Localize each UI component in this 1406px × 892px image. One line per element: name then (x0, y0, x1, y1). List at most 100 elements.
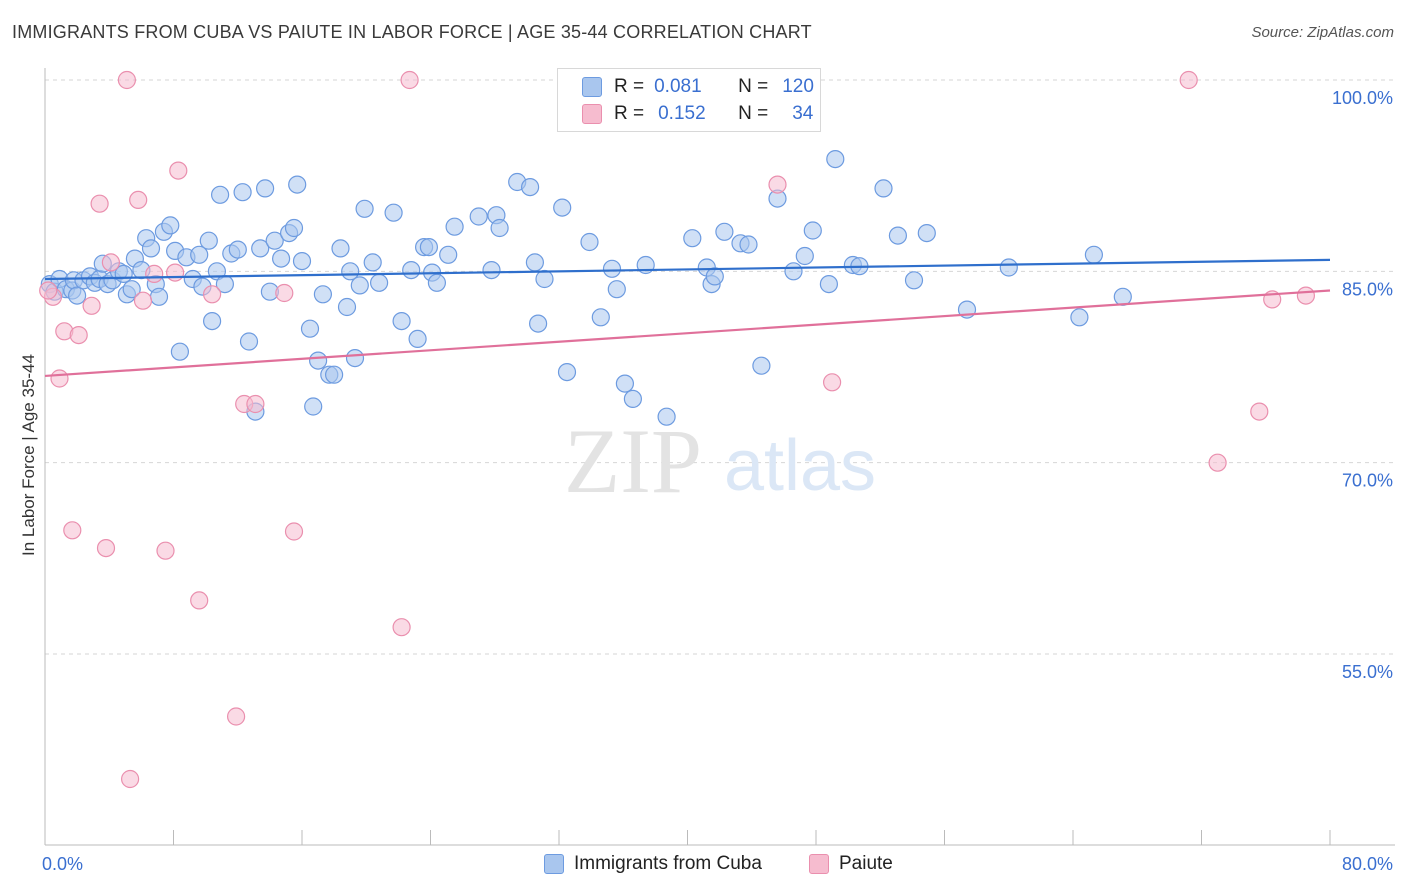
chart-source: Source: ZipAtlas.com (1251, 24, 1394, 41)
data-point-paiute (1250, 402, 1269, 421)
x-tick-label: 80.0% (1342, 854, 1393, 874)
data-point-cuba (355, 199, 374, 218)
data-point-cuba (715, 222, 734, 241)
data-point-cuba (888, 226, 908, 245)
data-point-cuba (67, 286, 87, 305)
data-point-cuba (284, 218, 304, 238)
data-point-paiute (822, 373, 842, 392)
data-point-cuba (337, 297, 357, 317)
data-point-paiute (1296, 286, 1316, 305)
data-point-cuba (1070, 308, 1089, 327)
data-point-cuba (350, 276, 369, 295)
data-point-paiute (169, 161, 188, 180)
data-point-cuba (602, 259, 622, 278)
bottom-legend-swatch-cuba (544, 854, 564, 874)
data-point-paiute (227, 707, 246, 726)
data-point-paiute (117, 70, 137, 90)
data-point-cuba (345, 349, 365, 368)
data-point-cuba (607, 280, 626, 299)
data-point-cuba (122, 280, 141, 299)
data-point-cuba (520, 178, 540, 197)
data-point-paiute (203, 285, 222, 304)
data-point-cuba (161, 216, 180, 235)
data-point-paiute (246, 394, 265, 414)
y-tick-label: 85.0% (1342, 279, 1393, 299)
legend-swatch-cuba (582, 77, 602, 97)
legend-r-label: R = (614, 103, 645, 124)
data-point-cuba (739, 235, 758, 254)
data-point-paiute (768, 175, 787, 194)
data-point-cuba (427, 273, 446, 292)
data-point-cuba (482, 261, 501, 280)
data-point-cuba (370, 273, 389, 292)
data-point-cuba (469, 207, 488, 226)
data-point-cuba (1084, 245, 1104, 264)
data-point-cuba (419, 238, 438, 257)
data-point-cuba (591, 308, 610, 327)
data-point-cuba (265, 231, 284, 250)
data-point-cuba (917, 224, 936, 243)
data-point-cuba (384, 203, 403, 222)
data-point-cuba (309, 351, 328, 370)
data-point-cuba (272, 249, 291, 268)
data-point-paiute (90, 194, 109, 213)
data-point-paiute (1179, 70, 1198, 90)
x-tick-label: 0.0% (42, 854, 83, 874)
bottom-legend-swatch-paiute (809, 854, 829, 874)
data-point-cuba (553, 198, 572, 217)
watermark-zip: ZIP (564, 410, 702, 512)
data-point-cuba (705, 267, 724, 286)
data-point-cuba (313, 285, 332, 304)
bottom-legend-paiute: Paiute (809, 851, 893, 877)
data-point-cuba (233, 183, 252, 202)
data-point-cuba (490, 218, 509, 238)
data-point-cuba (803, 221, 822, 240)
data-point-cuba (615, 374, 635, 393)
data-point-cuba (525, 253, 545, 272)
data-point-paiute (284, 522, 304, 541)
series-paiute-points (39, 70, 1316, 789)
data-point-paiute (50, 369, 69, 388)
data-point-paiute (190, 591, 209, 610)
data-point-cuba (752, 356, 771, 375)
data-point-cuba (228, 240, 247, 259)
grid-lines (45, 79, 1395, 655)
watermark-atlas: atlas (724, 426, 876, 506)
y-axis-label: In Labor Force | Age 35-44 (19, 354, 38, 556)
bottom-legend-label-cuba: Immigrants from Cuba (574, 853, 762, 874)
data-point-cuba (141, 239, 161, 258)
zipatlas-watermark: ZIP atlas (564, 410, 876, 512)
y-tick-label: 55.0% (1342, 662, 1393, 682)
tick-labels: 55.0% 70.0% 85.0% 100.0% 0.0% 80.0% (42, 88, 1393, 874)
data-point-cuba (392, 312, 411, 331)
data-point-cuba (239, 332, 259, 351)
legend-swatch-paiute (582, 104, 602, 124)
data-point-paiute (63, 521, 82, 540)
data-point-cuba (408, 329, 427, 348)
data-point-cuba (557, 363, 577, 382)
data-point-paiute (69, 326, 88, 345)
legend-row-cuba: R = 0.081 N = 120 (582, 75, 814, 99)
data-point-cuba (580, 232, 599, 252)
data-point-cuba (623, 389, 643, 408)
data-point-cuba (292, 252, 312, 271)
data-point-cuba (325, 365, 344, 384)
data-point-cuba (288, 175, 307, 194)
data-point-paiute (145, 264, 164, 283)
series-cuba-points (40, 70, 1132, 426)
data-point-cuba (904, 271, 924, 290)
data-point-paiute (400, 70, 419, 90)
data-point-cuba (300, 319, 320, 338)
y-tick-label: 100.0% (1332, 88, 1393, 108)
legend-r-value-cuba: 0.081 (654, 76, 702, 97)
data-point-cuba (149, 287, 169, 306)
data-point-cuba (795, 246, 814, 266)
bottom-legend-cuba: Immigrants from Cuba (544, 851, 762, 877)
data-point-cuba (256, 179, 275, 198)
legend-n-value-paiute: 34 (792, 103, 814, 124)
data-point-cuba (528, 314, 548, 333)
y-tick-label: 70.0% (1342, 471, 1393, 491)
data-point-paiute (82, 296, 101, 315)
data-point-cuba (535, 269, 554, 289)
